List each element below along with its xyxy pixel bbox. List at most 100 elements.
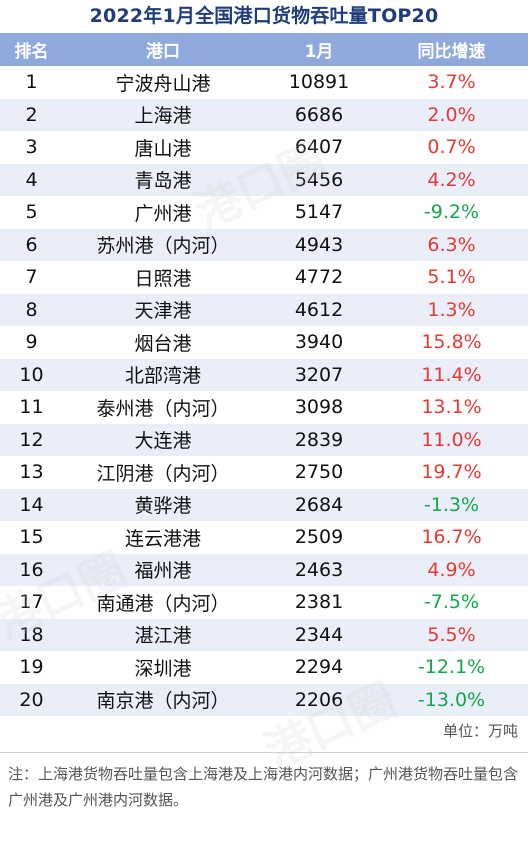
table-body: 1 宁波舟山港 10891 3.7% 2 上海港 6686 2.0% 3 唐山港 6407 0.7% 4… bbox=[0, 66, 528, 716]
page-title: 2022年1月全国港口货物吞吐量TOP20 bbox=[89, 5, 439, 27]
yoy-cell: 19.7% bbox=[421, 461, 482, 484]
yoy-cell: 6.3% bbox=[427, 233, 476, 256]
footnote: 注：上海港货物吞吐量包含上海港及上海港内河数据；广州港货物吞吐量包含广州港及广州… bbox=[8, 765, 519, 809]
yoy-cell: 0.7% bbox=[427, 136, 476, 159]
table-row: 1 宁波舟山港 10891 3.7% bbox=[0, 66, 528, 99]
unit-label: 单位：万吨 bbox=[442, 722, 518, 740]
table-row: 20 南京港（内河） 2206 -13.0% bbox=[0, 683, 528, 716]
yoy-cell: 4.9% bbox=[427, 558, 476, 581]
value-cell: 3207 bbox=[294, 363, 344, 386]
table-row: 19 深圳港 2294 -12.1% bbox=[0, 651, 528, 684]
table-row: 17 南通港（内河） 2381 -7.5% bbox=[0, 586, 528, 619]
yoy-cell: -9.2% bbox=[423, 201, 480, 224]
table-row: 14 黄骅港 2684 -1.3% bbox=[0, 488, 528, 521]
yoy-cell: 1.3% bbox=[427, 298, 476, 321]
rank-cell: 10 bbox=[19, 363, 44, 386]
port-cell: 黄骅港 bbox=[134, 495, 192, 518]
value-cell: 2294 bbox=[294, 656, 344, 679]
port-cell: 宁波舟山港 bbox=[115, 72, 211, 95]
value-cell: 3940 bbox=[294, 331, 344, 354]
table-header: 排名 港口 1月 同比增速 bbox=[0, 33, 528, 66]
value-cell: 2839 bbox=[294, 428, 344, 451]
port-cell: 苏州港（内河） bbox=[96, 235, 230, 258]
port-cell: 天津港 bbox=[134, 300, 192, 323]
rank-cell: 7 bbox=[25, 266, 38, 289]
rank-cell: 14 bbox=[19, 493, 44, 516]
yoy-cell: 2.0% bbox=[427, 103, 476, 126]
table-row: 15 连云港港 2509 16.7% bbox=[0, 521, 528, 554]
port-cell: 上海港 bbox=[134, 105, 192, 128]
table-row: 18 湛江港 2344 5.5% bbox=[0, 618, 528, 651]
value-cell: 2463 bbox=[294, 558, 344, 581]
rank-cell: 8 bbox=[25, 298, 38, 321]
rank-cell: 6 bbox=[25, 233, 38, 256]
value-cell: 2344 bbox=[294, 623, 344, 646]
table-row: 13 江阴港（内河） 2750 19.7% bbox=[0, 456, 528, 489]
yoy-cell: 11.4% bbox=[421, 363, 482, 386]
rank-cell: 19 bbox=[19, 656, 44, 679]
table-row: 16 福州港 2463 4.9% bbox=[0, 553, 528, 586]
header-yoy: 同比增速 bbox=[417, 42, 486, 62]
port-cell: 南京港（内河） bbox=[96, 690, 230, 713]
table-row: 4 青岛港 5456 4.2% bbox=[0, 163, 528, 196]
value-cell: 4772 bbox=[294, 266, 344, 289]
table-row: 3 唐山港 6407 0.7% bbox=[0, 131, 528, 164]
value-cell: 2684 bbox=[294, 493, 344, 516]
port-cell: 深圳港 bbox=[134, 657, 192, 680]
header-port: 港口 bbox=[146, 42, 180, 62]
rank-cell: 17 bbox=[19, 591, 44, 614]
yoy-cell: 5.1% bbox=[427, 266, 476, 289]
header-rank: 排名 bbox=[14, 42, 49, 62]
port-cell: 烟台港 bbox=[134, 332, 192, 355]
value-cell: 6407 bbox=[294, 136, 344, 159]
yoy-cell: 13.1% bbox=[421, 396, 482, 419]
table-row: 11 泰州港（内河） 3098 13.1% bbox=[0, 391, 528, 424]
value-cell: 2509 bbox=[294, 526, 344, 549]
table-row: 8 天津港 4612 1.3% bbox=[0, 293, 528, 326]
port-cell: 唐山港 bbox=[134, 137, 192, 160]
table-row: 5 广州港 5147 -9.2% bbox=[0, 196, 528, 229]
port-cell: 江阴港（内河） bbox=[96, 462, 230, 485]
rank-cell: 15 bbox=[19, 526, 44, 549]
table-row: 6 苏州港（内河） 4943 6.3% bbox=[0, 228, 528, 261]
yoy-cell: 5.5% bbox=[427, 623, 476, 646]
rank-cell: 3 bbox=[25, 136, 38, 159]
port-cell: 连云港港 bbox=[124, 527, 201, 550]
rank-cell: 9 bbox=[25, 331, 38, 354]
port-cell: 福州港 bbox=[134, 560, 192, 583]
port-cell: 日照港 bbox=[134, 267, 192, 290]
table-row: 2 上海港 6686 2.0% bbox=[0, 98, 528, 131]
rank-cell: 1 bbox=[25, 71, 38, 94]
rank-cell: 2 bbox=[25, 103, 38, 126]
port-cell: 南通港（内河） bbox=[96, 592, 230, 615]
value-cell: 4612 bbox=[294, 298, 344, 321]
value-cell: 5456 bbox=[294, 168, 344, 191]
rank-cell: 5 bbox=[25, 201, 38, 224]
yoy-cell: -1.3% bbox=[423, 493, 480, 516]
value-cell: 2381 bbox=[294, 591, 344, 614]
divider bbox=[0, 752, 528, 753]
table-row: 10 北部湾港 3207 11.4% bbox=[0, 358, 528, 391]
yoy-cell: -13.0% bbox=[417, 688, 486, 711]
yoy-cell: 3.7% bbox=[427, 71, 476, 94]
rank-cell: 12 bbox=[19, 428, 44, 451]
port-cell: 广州港 bbox=[134, 202, 192, 225]
yoy-cell: -7.5% bbox=[423, 591, 480, 614]
port-cell: 青岛港 bbox=[134, 170, 192, 193]
rank-cell: 18 bbox=[19, 623, 44, 646]
rank-cell: 20 bbox=[19, 688, 44, 711]
port-cell: 泰州港（内河） bbox=[96, 397, 230, 420]
port-cell: 北部湾港 bbox=[124, 365, 201, 388]
table-row: 12 大连港 2839 11.0% bbox=[0, 423, 528, 456]
yoy-cell: 11.0% bbox=[421, 428, 482, 451]
yoy-cell: 16.7% bbox=[421, 526, 482, 549]
table-row: 7 日照港 4772 5.1% bbox=[0, 261, 528, 294]
yoy-cell: 15.8% bbox=[421, 331, 482, 354]
value-cell: 2750 bbox=[294, 461, 344, 484]
value-cell: 10891 bbox=[288, 71, 350, 94]
port-cell: 湛江港 bbox=[134, 625, 192, 648]
value-cell: 6686 bbox=[294, 103, 344, 126]
value-cell: 4943 bbox=[294, 233, 344, 256]
value-cell: 3098 bbox=[294, 396, 344, 419]
table-row: 9 烟台港 3940 15.8% bbox=[0, 326, 528, 359]
